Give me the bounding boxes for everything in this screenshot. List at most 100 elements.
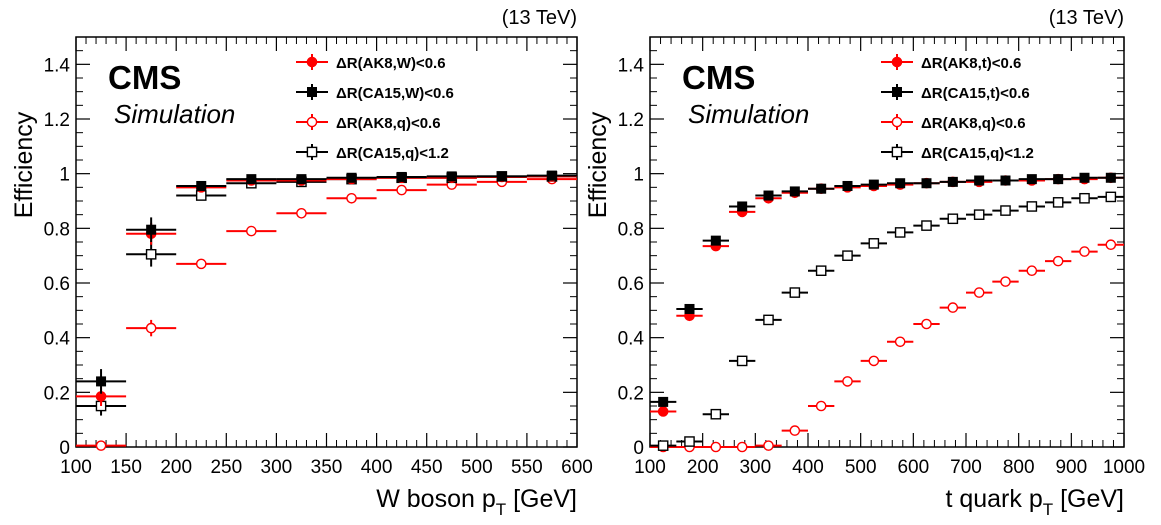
x-tick-label: 100: [60, 457, 92, 478]
x-axis-title-unit: [GeV]: [1053, 485, 1124, 513]
marker-circle-open: [1105, 239, 1117, 251]
x-tick-label: 400: [361, 457, 393, 478]
marker-circle-open: [306, 116, 318, 128]
series-1: [76, 171, 577, 406]
legend-entry-3: ΔR(AK8,q)<0.6: [296, 114, 441, 132]
marker-circle-open: [1026, 265, 1038, 277]
marker-square-open: [684, 436, 695, 447]
marker-square-open: [1052, 197, 1064, 208]
marker-square-open: [1026, 201, 1038, 212]
marker-square-filled: [974, 175, 985, 186]
marker-circle-open: [1052, 255, 1064, 267]
marker-circle-open: [95, 440, 107, 451]
marker-square-filled: [1079, 172, 1090, 183]
x-axis-title-subscript: T: [1043, 500, 1053, 519]
marker-square-filled: [1053, 174, 1064, 185]
marker-circle-open: [789, 425, 801, 436]
marker-square-filled: [196, 180, 207, 191]
y-tick-label: 0.4: [618, 329, 645, 350]
marker-square-filled: [496, 171, 507, 182]
marker-circle-filled: [657, 406, 669, 417]
marker-square-filled: [296, 174, 307, 185]
marker-circle-open: [921, 318, 932, 330]
x-axis-title-main: W boson p: [376, 485, 496, 513]
legend-label: ΔR(AK8,t)<0.6: [921, 55, 1021, 72]
marker-square-open: [815, 265, 827, 277]
marker-square-open: [891, 146, 903, 158]
marker-circle-open: [973, 287, 985, 298]
x-axis-title-main: t quark p: [945, 485, 1042, 513]
marker-square-filled: [246, 174, 257, 185]
series-2: [650, 172, 1124, 407]
marker-square-open: [789, 287, 801, 298]
x-tick-label: 600: [897, 457, 929, 478]
legend-entry-2: ΔR(CA15,t)<0.6: [881, 84, 1030, 102]
marker-circle-open: [346, 192, 357, 204]
x-tick-label: 500: [461, 457, 493, 478]
series-3: [76, 173, 577, 451]
marker-circle-open: [296, 207, 307, 219]
marker-square-filled: [346, 172, 357, 183]
x-tick-label: 550: [511, 457, 543, 478]
series-2: [76, 170, 577, 394]
marker-square-filled: [763, 190, 774, 201]
marker-square-open: [868, 238, 880, 249]
y-tick-label: 1.4: [618, 55, 645, 76]
marker-square-filled: [710, 235, 721, 246]
x-tick-label: 400: [792, 457, 824, 478]
legend-label: ΔR(CA15,W)<0.6: [336, 85, 454, 102]
legend-entry-1: ΔR(AK8,W)<0.6: [296, 54, 446, 72]
marker-square-open: [842, 250, 853, 261]
y-tick-label: 0.8: [44, 219, 70, 240]
marker-square-filled: [947, 176, 958, 187]
series-3: [650, 239, 1124, 453]
x-tick-label: 200: [160, 457, 192, 478]
marker-square-filled: [396, 171, 407, 182]
legend-entry-1: ΔR(AK8,t)<0.6: [881, 54, 1021, 72]
plot-panel-1: 100 150 200 250 300 350 400 450 500 550 600 0 0.2 0.4…: [10, 7, 593, 519]
marker-circle-open: [842, 376, 853, 387]
marker-square-open: [306, 146, 318, 158]
marker-square-open: [763, 314, 774, 326]
marker-square-filled: [446, 171, 457, 182]
legend-label: ΔR(AK8,W)<0.6: [336, 55, 446, 72]
marker-square-filled: [842, 180, 853, 191]
y-axis-title: Efficiency: [10, 111, 38, 218]
marker-square-filled: [1000, 175, 1011, 186]
x-tick-label: 450: [411, 457, 443, 478]
x-tick-label: 150: [110, 457, 142, 478]
y-tick-label: 1.4: [44, 55, 71, 76]
legend-label: ΔR(CA15,q)<1.2: [336, 145, 449, 162]
x-axis-title: W boson pT [GeV]: [376, 485, 577, 519]
marker-circle-open: [947, 302, 959, 313]
marker-circle-open: [145, 322, 157, 334]
marker-square-filled: [96, 376, 107, 387]
legend-label: ΔR(AK8,q)<0.6: [336, 115, 441, 132]
legend-entry-4: ΔR(CA15,q)<1.2: [296, 144, 449, 162]
x-axis-title: t quark pT [GeV]: [945, 485, 1124, 519]
marker-square-open: [657, 440, 669, 451]
marker-circle-filled: [306, 56, 318, 68]
x-tick-label: 900: [1055, 457, 1087, 478]
marker-circle-open: [710, 441, 722, 453]
legend-entry-4: ΔR(CA15,q)<1.2: [881, 144, 1034, 162]
simulation-label: Simulation: [114, 99, 235, 129]
marker-square-open: [973, 209, 985, 220]
x-tick-label: 100: [634, 457, 666, 478]
marker-square-open: [1079, 192, 1090, 204]
x-tick-label: 250: [210, 457, 242, 478]
x-tick-label: 300: [261, 457, 293, 478]
marker-square-open: [710, 408, 722, 420]
marker-square-filled: [546, 170, 557, 181]
x-tick-label: 300: [739, 457, 771, 478]
x-tick-label: 600: [561, 457, 593, 478]
cms-label: CMS: [108, 59, 181, 96]
y-tick-label: 1.2: [618, 110, 644, 131]
marker-square-filled: [658, 396, 669, 407]
marker-circle-open: [1079, 246, 1090, 257]
marker-circle-open: [736, 441, 748, 453]
marker-circle-filled: [891, 56, 903, 68]
marker-square-filled: [737, 201, 748, 212]
marker-square-open: [145, 248, 157, 260]
